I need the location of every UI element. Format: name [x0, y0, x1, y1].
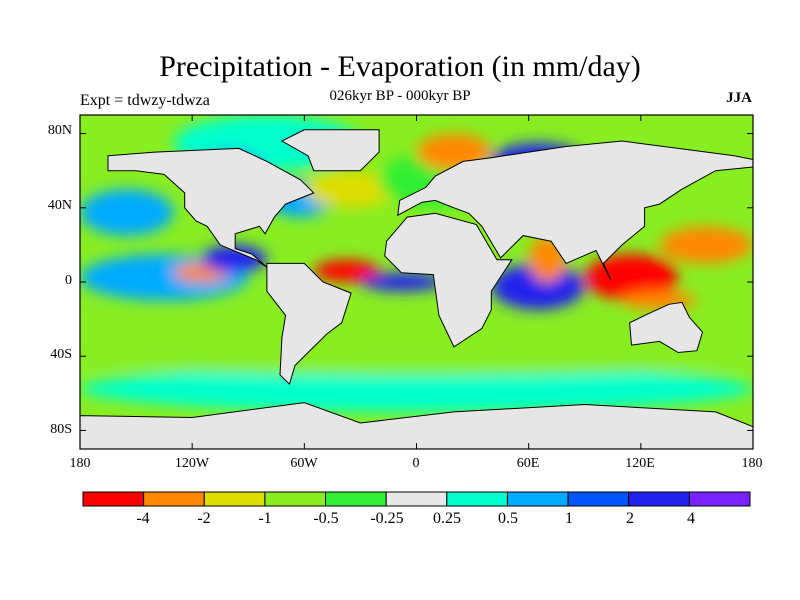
lon-tick-60e: 60E: [516, 456, 540, 471]
field-layer: [80, 115, 753, 449]
colorbar-box: [385, 491, 448, 507]
colorbar-box: [264, 491, 327, 507]
colorbar-box: [325, 491, 387, 507]
field-region: [80, 346, 753, 375]
lat-tick-80s: 80S: [50, 422, 72, 437]
colorbar-label: 0.5: [498, 510, 518, 527]
colorbar-box: [567, 491, 630, 507]
lon-tick-180w: 180: [69, 456, 91, 471]
field-region: [80, 189, 174, 236]
colorbar-label: -4: [136, 510, 150, 527]
lat-tick-0: 0: [65, 273, 72, 288]
continent-outline: [629, 301, 704, 354]
colorbar-label: -0.5: [313, 510, 339, 527]
experiment-label: Expt = tdwzy-tdwza: [80, 92, 210, 109]
lon-tick-60w: 60W: [290, 456, 318, 471]
field-region: [360, 272, 445, 292]
field-region: [491, 263, 585, 310]
lat-tick-80n: 80N: [47, 123, 72, 138]
field-region: [622, 291, 697, 310]
field-region: [304, 170, 398, 208]
lon-tick-180e: 180: [741, 456, 763, 471]
colorbar-label: -0.25: [370, 510, 404, 527]
colorbar-label: 0.25: [433, 510, 461, 527]
lat-tick-40s: 40S: [50, 347, 72, 362]
colorbar-label: 2: [626, 510, 634, 527]
continent-outline: [384, 212, 513, 348]
continent-outline: [266, 262, 352, 386]
axis-ticks: [79, 115, 754, 449]
continent-outline: [280, 129, 380, 172]
colorbar-label: -1: [258, 510, 272, 527]
colorbar-label: 4: [687, 510, 695, 527]
continent-outline: [80, 402, 753, 449]
lon-tick-120e: 120E: [625, 456, 655, 471]
land-masses: [80, 129, 753, 449]
lat-tick-40n: 40N: [47, 198, 72, 213]
field-region: [584, 254, 679, 301]
continent-outline: [397, 140, 753, 281]
field-region: [313, 259, 380, 282]
continent-outline: [107, 147, 315, 268]
lon-tick-0: 0: [412, 456, 420, 471]
colorbar-box: [446, 491, 508, 507]
colorbar-box: [203, 491, 266, 507]
colorbar-box: [506, 491, 569, 507]
plot-subtitle: 026kyr BP - 000kyr BP: [329, 88, 471, 104]
colorbar-label: -2: [197, 510, 211, 527]
colorbar-label: 1: [565, 510, 573, 527]
colorbar-box: [143, 491, 205, 507]
colorbar-box: [628, 491, 690, 507]
colorbar-box: [688, 491, 751, 507]
field-region: [659, 226, 753, 264]
plot-title: Precipitation - Evaporation (in mm/day): [159, 50, 641, 83]
field-region: [201, 244, 267, 273]
colorbar-box: [82, 491, 145, 507]
field-region: [80, 365, 753, 412]
season-label: JJA: [726, 90, 752, 106]
colorbar: [82, 491, 751, 507]
lon-tick-120w: 120W: [174, 456, 210, 471]
